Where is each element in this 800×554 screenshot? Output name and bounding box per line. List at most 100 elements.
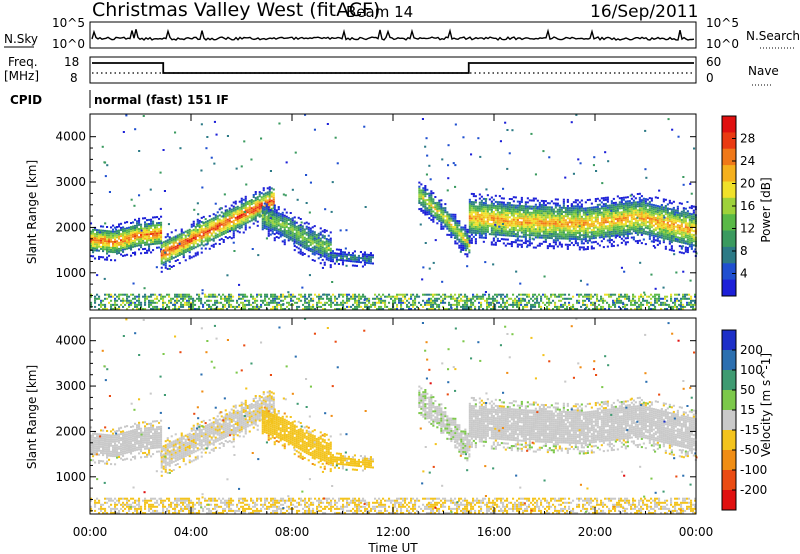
power-cell [192,222,195,225]
power-cell [624,221,627,223]
power-cell [339,257,342,260]
power-cell [600,213,603,216]
power-cell [530,228,533,231]
power-cell [186,237,189,240]
power-cell [178,239,181,242]
power-cell [138,248,141,251]
power-cell [394,308,397,310]
power-cell [472,229,475,232]
power-cell [289,228,292,231]
power-cell [530,234,533,237]
power-cell [446,217,449,220]
power-cell [230,293,233,296]
power-cell [258,213,261,216]
power-cell [208,237,211,240]
power-cell [248,212,251,215]
power-cell [552,241,555,244]
power-cell [337,252,340,255]
power-cell [248,308,251,310]
power-cell [106,230,109,233]
power-cell [652,228,655,231]
power-cell [656,209,659,212]
power-cell [200,247,203,250]
power-cell [442,305,445,308]
freq-tick-low: 8 [70,71,78,85]
power-cell [410,293,413,296]
power-cell [228,236,231,239]
power-cell [590,206,593,209]
power-cell [265,215,268,218]
power-cell [216,219,219,222]
power-cell [242,305,245,308]
power-cell [268,202,271,205]
power-cell [630,228,633,231]
power-cell [308,305,311,308]
power-cell [446,213,449,216]
power-cell [442,293,445,296]
power-cell [518,202,521,205]
power-cell [92,230,95,233]
power-cell [442,211,445,214]
power-cell [128,232,131,235]
power-cell [194,236,197,239]
power-cell [654,229,657,232]
power-cell [692,230,695,233]
power-cell [261,207,264,210]
power-cell [512,214,515,217]
power-cell [504,216,507,218]
power-cell [186,229,189,232]
power-cell [608,224,611,227]
power-cell [422,209,425,212]
power-cell [414,295,417,298]
power-cell [273,220,276,223]
power-cell [150,293,153,296]
power-cell [288,308,291,310]
power-cell [670,202,673,205]
power-cell [644,210,647,213]
power-cell [488,208,491,211]
power-cell [106,236,109,239]
power-cell [192,220,195,223]
power-cell [307,226,310,229]
power-cell [116,295,119,298]
power-cell [172,256,175,259]
power-cell [640,219,643,222]
power-cell [212,235,215,238]
power-cell [612,197,615,200]
power-cell [486,299,489,302]
power-cell [238,219,241,222]
power-cell [638,198,641,201]
power-cell [486,230,489,233]
power-cell [490,214,493,217]
power-cell [532,207,535,210]
power-cell [333,254,336,257]
power-cell [606,200,609,203]
power-cell [208,239,211,242]
power-cell [664,231,667,234]
power-cell [524,211,527,214]
power-cell [252,200,255,203]
power-cell [146,233,149,236]
power-cell [562,204,565,207]
power-cell [224,299,227,302]
power-cell [470,229,473,232]
power-cell [424,187,427,189]
power-cell [160,223,163,226]
power-cell [248,303,251,306]
power-cell [262,301,265,304]
power-cell [648,211,651,214]
power-cell [367,260,370,262]
power-cell [476,221,479,224]
power-cell [524,238,527,240]
power-cell [524,242,527,245]
power-cell [648,235,651,238]
power-cell [594,232,597,235]
power-cell [319,251,322,254]
power-cell [148,247,151,250]
power-cell [232,215,235,218]
power-cell [676,232,679,235]
power-cell [343,259,346,262]
power-cell [424,201,427,204]
power-cell [104,231,107,234]
power-cell [302,295,305,298]
